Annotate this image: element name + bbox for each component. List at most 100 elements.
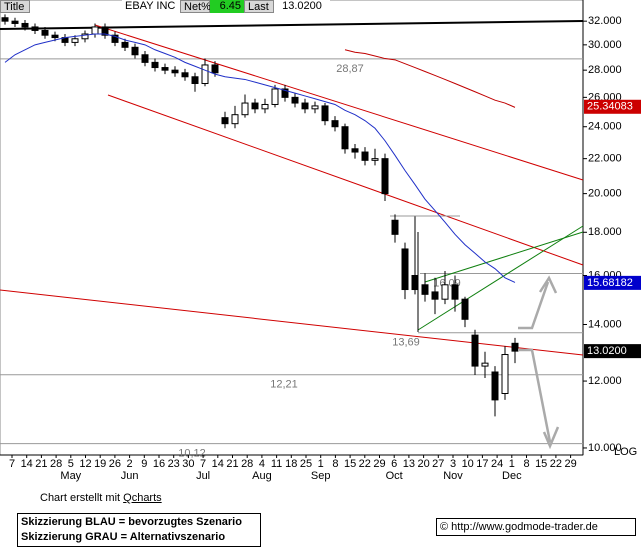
candle-body (121, 41, 129, 48)
month-label: May (60, 470, 81, 482)
candle-body (231, 114, 239, 125)
y-tick-label: 30.000 (588, 39, 622, 51)
candle-body (241, 102, 249, 116)
x-tick-label: 30 (182, 458, 194, 470)
month-label: Nov (443, 470, 463, 482)
x-tick-label: 22 (550, 458, 562, 470)
candle-body (361, 151, 369, 161)
legend-blue: Skizzierung BLAU = bevorzugtes Szenario (21, 516, 242, 528)
candle-body (441, 284, 449, 300)
trend-line (94, 24, 584, 181)
scale-label: LOG (614, 446, 637, 458)
candle-body (31, 26, 39, 31)
candle-body (201, 64, 209, 85)
title-tab[interactable]: Title (0, 0, 30, 13)
x-tick-label: 24 (491, 458, 503, 470)
candle-body (251, 102, 259, 110)
candle-body (461, 298, 469, 320)
moving-average (344, 49, 516, 108)
candle-body (421, 284, 429, 295)
credit-link[interactable]: Qcharts (123, 492, 162, 504)
candle-body (431, 291, 439, 300)
price-marker (584, 99, 641, 114)
x-tick-label: 9 (141, 458, 147, 470)
month-label: Oct (386, 470, 403, 482)
last-value: 13.0200 (274, 0, 330, 13)
candle-body (371, 158, 379, 161)
candle-body (291, 96, 299, 104)
legend-box: Skizzierung BLAU = bevorzugtes Szenario … (17, 513, 261, 547)
net-label: Net% (180, 0, 211, 13)
x-tick-label: 20 (417, 458, 429, 470)
legend-grey: Skizzierung GRAU = Alternativszenario (21, 531, 226, 543)
candle-body (101, 26, 109, 36)
candle-body (141, 54, 149, 63)
x-tick-label: 29 (564, 458, 576, 470)
candle-body (191, 76, 199, 85)
symbol: EBAY INC (122, 0, 180, 13)
x-tick-label: 10 (462, 458, 474, 470)
x-tick-label: 11 (271, 458, 282, 470)
source[interactable]: © http://www.godmode-trader.de (436, 518, 636, 536)
x-tick-label: 7 (200, 458, 206, 470)
candle-body (221, 117, 229, 125)
candle-body (1, 17, 9, 22)
month-label: Sep (311, 470, 331, 482)
candle-body (331, 120, 339, 128)
candle-body (71, 38, 79, 43)
candle-body (161, 67, 169, 71)
candle-body (501, 354, 509, 395)
last-label: Last (244, 0, 274, 13)
candle-body (381, 158, 389, 195)
candle-body (301, 102, 309, 110)
net-value: 6.45 (210, 0, 244, 13)
y-tick-label: 18.000 (588, 226, 622, 238)
credit: Chart erstellt mit Qcharts (40, 492, 162, 504)
candle-body (41, 29, 49, 36)
y-tick-label: 10.000 (588, 442, 622, 454)
x-tick-label: 21 (35, 458, 47, 470)
y-tick-label: 28.000 (588, 64, 622, 76)
month-label: Jun (121, 470, 139, 482)
triangle-line (417, 225, 584, 331)
price-marker (584, 275, 641, 290)
candle-body (321, 105, 329, 122)
triangle-line (424, 231, 584, 283)
y-tick-label: 24.000 (588, 121, 622, 133)
x-tick-label: 17 (476, 458, 488, 470)
x-tick-label: 22 (359, 458, 371, 470)
plot-frame (0, 0, 584, 456)
x-tick-label: 5 (68, 458, 74, 470)
y-tick-label: 14.000 (588, 318, 622, 330)
candle-body (171, 69, 179, 74)
scenario-arrow-up (518, 281, 550, 330)
x-tick-label: 13 (403, 458, 415, 470)
trend-line (107, 94, 584, 266)
candle-body (511, 342, 519, 352)
candle-body (391, 219, 399, 235)
x-tick-label: 28 (50, 458, 62, 470)
price-marker-label: 25.34083 (587, 101, 633, 113)
price-marker (584, 344, 641, 359)
x-tick-label: 19 (94, 458, 106, 470)
x-tick-label: 7 (9, 458, 15, 470)
month-label: Dec (502, 470, 522, 482)
x-tick-label: 12 (79, 458, 91, 470)
candle-body (151, 61, 159, 69)
scenario-arrow-down (518, 348, 552, 443)
candle-body (91, 26, 99, 35)
candle-body (81, 33, 89, 40)
x-tick-label: 8 (523, 458, 529, 470)
moving-average (4, 33, 516, 283)
candle-body (261, 103, 269, 110)
x-tick-label: 2 (127, 458, 133, 470)
candle-body (51, 34, 59, 39)
x-tick-label: 25 (300, 458, 312, 470)
x-tick-label: 15 (535, 458, 547, 470)
candle-body (211, 64, 219, 74)
candle-body (11, 20, 19, 24)
y-tick-label: 20.000 (588, 188, 622, 200)
price-marker-label: 13.0200 (587, 345, 627, 357)
